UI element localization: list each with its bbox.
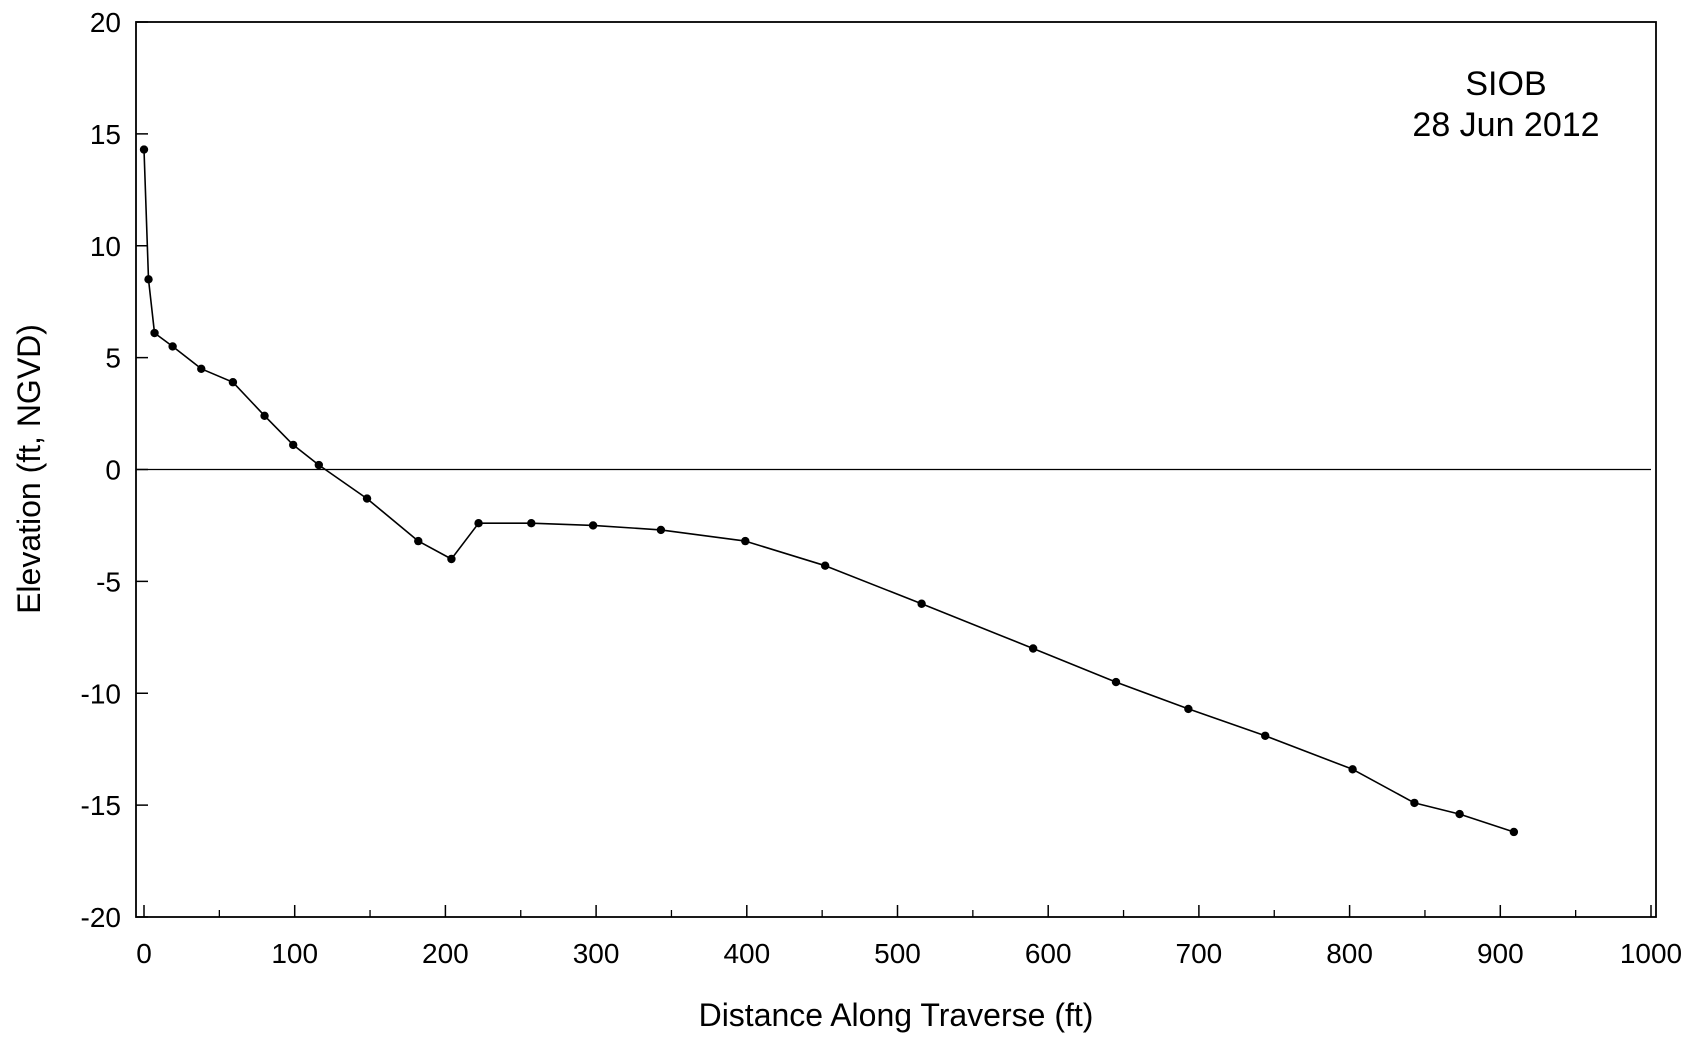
data-point-7 — [288, 440, 298, 450]
data-point-12 — [474, 519, 483, 528]
data-point-13 — [527, 519, 536, 528]
x-tick-label-900: 900 — [1477, 938, 1524, 969]
data-point-2 — [150, 328, 159, 338]
data-point-20 — [1111, 677, 1121, 687]
x-tick-label-400: 400 — [723, 938, 770, 969]
y-tick-label-5: 5 — [105, 343, 121, 374]
data-point-26 — [1509, 827, 1519, 837]
x-axis-tick-labels: 0 100 200 300 400 500 600 700 800 900 1000 — [136, 938, 1682, 969]
data-point-11 — [447, 554, 456, 564]
x-tick-label-0: 0 — [136, 938, 152, 969]
data-point-4 — [197, 364, 206, 374]
y-tick-label--15: -15 — [81, 790, 121, 821]
x-tick-label-100: 100 — [271, 938, 318, 969]
x-axis-title: Distance Along Traverse (ft) — [699, 997, 1094, 1033]
annotation-date-label: 28 Jun 2012 — [1412, 106, 1599, 144]
y-tick-label--5: -5 — [96, 566, 121, 597]
y-tick-label--20: -20 — [81, 902, 121, 933]
x-tick-label-700: 700 — [1176, 938, 1223, 969]
series-lines — [143, 149, 1515, 833]
y-axis-title: Elevation (ft, NGVD) — [11, 324, 47, 614]
y-tick-label-20: 20 — [90, 7, 121, 38]
data-point-0 — [139, 145, 149, 154]
x-axis-ticks — [143, 905, 1652, 917]
data-point-16 — [741, 536, 750, 546]
data-point-3 — [168, 342, 177, 351]
data-point-9 — [362, 494, 372, 503]
y-tick-label-15: 15 — [90, 119, 121, 150]
data-point-5 — [228, 378, 238, 387]
data-point-15 — [656, 525, 666, 535]
y-tick-label--10: -10 — [81, 678, 121, 709]
y-tick-label-10: 10 — [90, 231, 121, 262]
data-point-8 — [314, 460, 324, 470]
data-point-22 — [1261, 731, 1270, 740]
data-point-6 — [260, 411, 269, 420]
y-axis-tick-labels: 20 15 10 5 0 -5 -10 -15 -20 — [81, 7, 121, 933]
data-point-21 — [1184, 704, 1193, 714]
y-tick-label-0: 0 — [105, 455, 121, 486]
data-point-18 — [917, 599, 926, 608]
data-point-1 — [144, 275, 153, 284]
x-tick-label-800: 800 — [1326, 938, 1373, 969]
data-point-19 — [1028, 644, 1038, 653]
x-tick-label-200: 200 — [422, 938, 469, 969]
data-point-17 — [820, 561, 830, 570]
data-point-25 — [1455, 809, 1464, 819]
data-point-10 — [414, 536, 423, 546]
x-tick-label-300: 300 — [573, 938, 620, 969]
data-point-14 — [588, 521, 598, 530]
x-tick-label-600: 600 — [1025, 938, 1072, 969]
series-line-0 — [143, 149, 1515, 833]
annotation-site-label: SIOB — [1465, 65, 1546, 103]
x-tick-label-500: 500 — [874, 938, 921, 969]
y-axis-ticks — [136, 21, 148, 918]
series-points — [139, 145, 1519, 837]
data-point-24 — [1410, 798, 1419, 808]
data-point-23 — [1348, 765, 1357, 774]
x-tick-label-1000: 1000 — [1620, 938, 1682, 969]
